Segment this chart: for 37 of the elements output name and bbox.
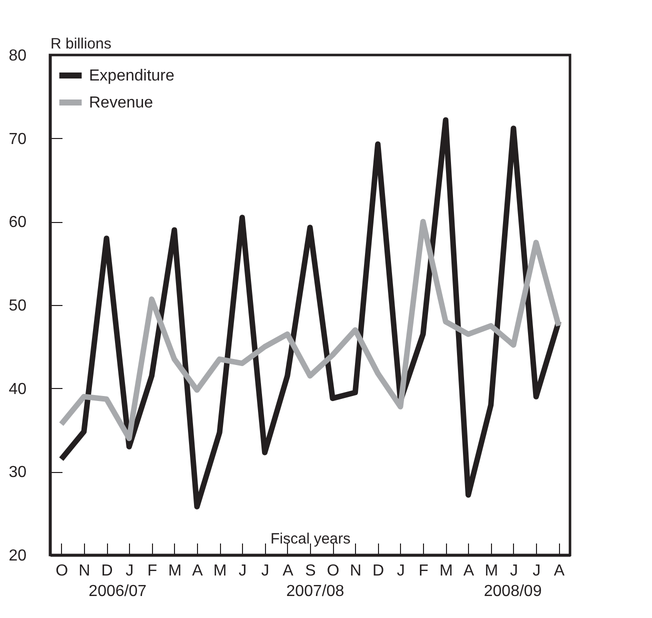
text: 2007/08	[286, 583, 344, 600]
x-tick-label: M	[213, 562, 227, 580]
x-axis-title: Fiscal years	[270, 530, 351, 548]
x-tick-label: J	[238, 562, 247, 580]
x-tick-label: O	[326, 562, 340, 580]
y-tick-label: 50	[8, 298, 27, 314]
x-tick-label: S	[305, 562, 316, 580]
y-tick-label: 70	[8, 130, 27, 148]
y-axis-title: R billions	[50, 36, 112, 52]
x-tick-label: A	[463, 562, 474, 580]
x-tick-label: N	[78, 562, 90, 580]
x-tick-label: J	[396, 562, 405, 580]
x-tick-label: J	[510, 562, 518, 580]
y-tick-label: 40	[8, 380, 27, 398]
x-tick-label: A	[192, 562, 204, 580]
x-tick-label: F	[147, 562, 158, 580]
x-tick-label: J	[261, 562, 270, 580]
text: 2006/07	[88, 583, 147, 600]
x-tick-label: D	[372, 562, 384, 580]
x-tick-label: M	[484, 562, 498, 580]
x-tick-label: J	[532, 562, 541, 580]
y-tick-label: 80	[8, 48, 27, 64]
x-tick-label: M	[168, 562, 182, 580]
x-tick-label: N	[350, 562, 362, 580]
text: 2008/09	[484, 583, 542, 600]
legend-label: Revenue	[89, 94, 154, 112]
x-tick-label: A	[282, 562, 294, 580]
y-tick-label: 20	[8, 548, 27, 564]
x-tick-label: D	[101, 562, 113, 580]
y-tick-label: 30	[8, 464, 27, 482]
x-tick-label: O	[56, 562, 68, 580]
x-tick-label: J	[126, 562, 134, 580]
legend-label: Expenditure	[89, 68, 174, 84]
y-tick-label: 60	[8, 214, 27, 232]
x-tick-label: M	[439, 562, 453, 580]
x-tick-label: F	[418, 562, 429, 580]
x-tick-label: A	[554, 562, 565, 580]
